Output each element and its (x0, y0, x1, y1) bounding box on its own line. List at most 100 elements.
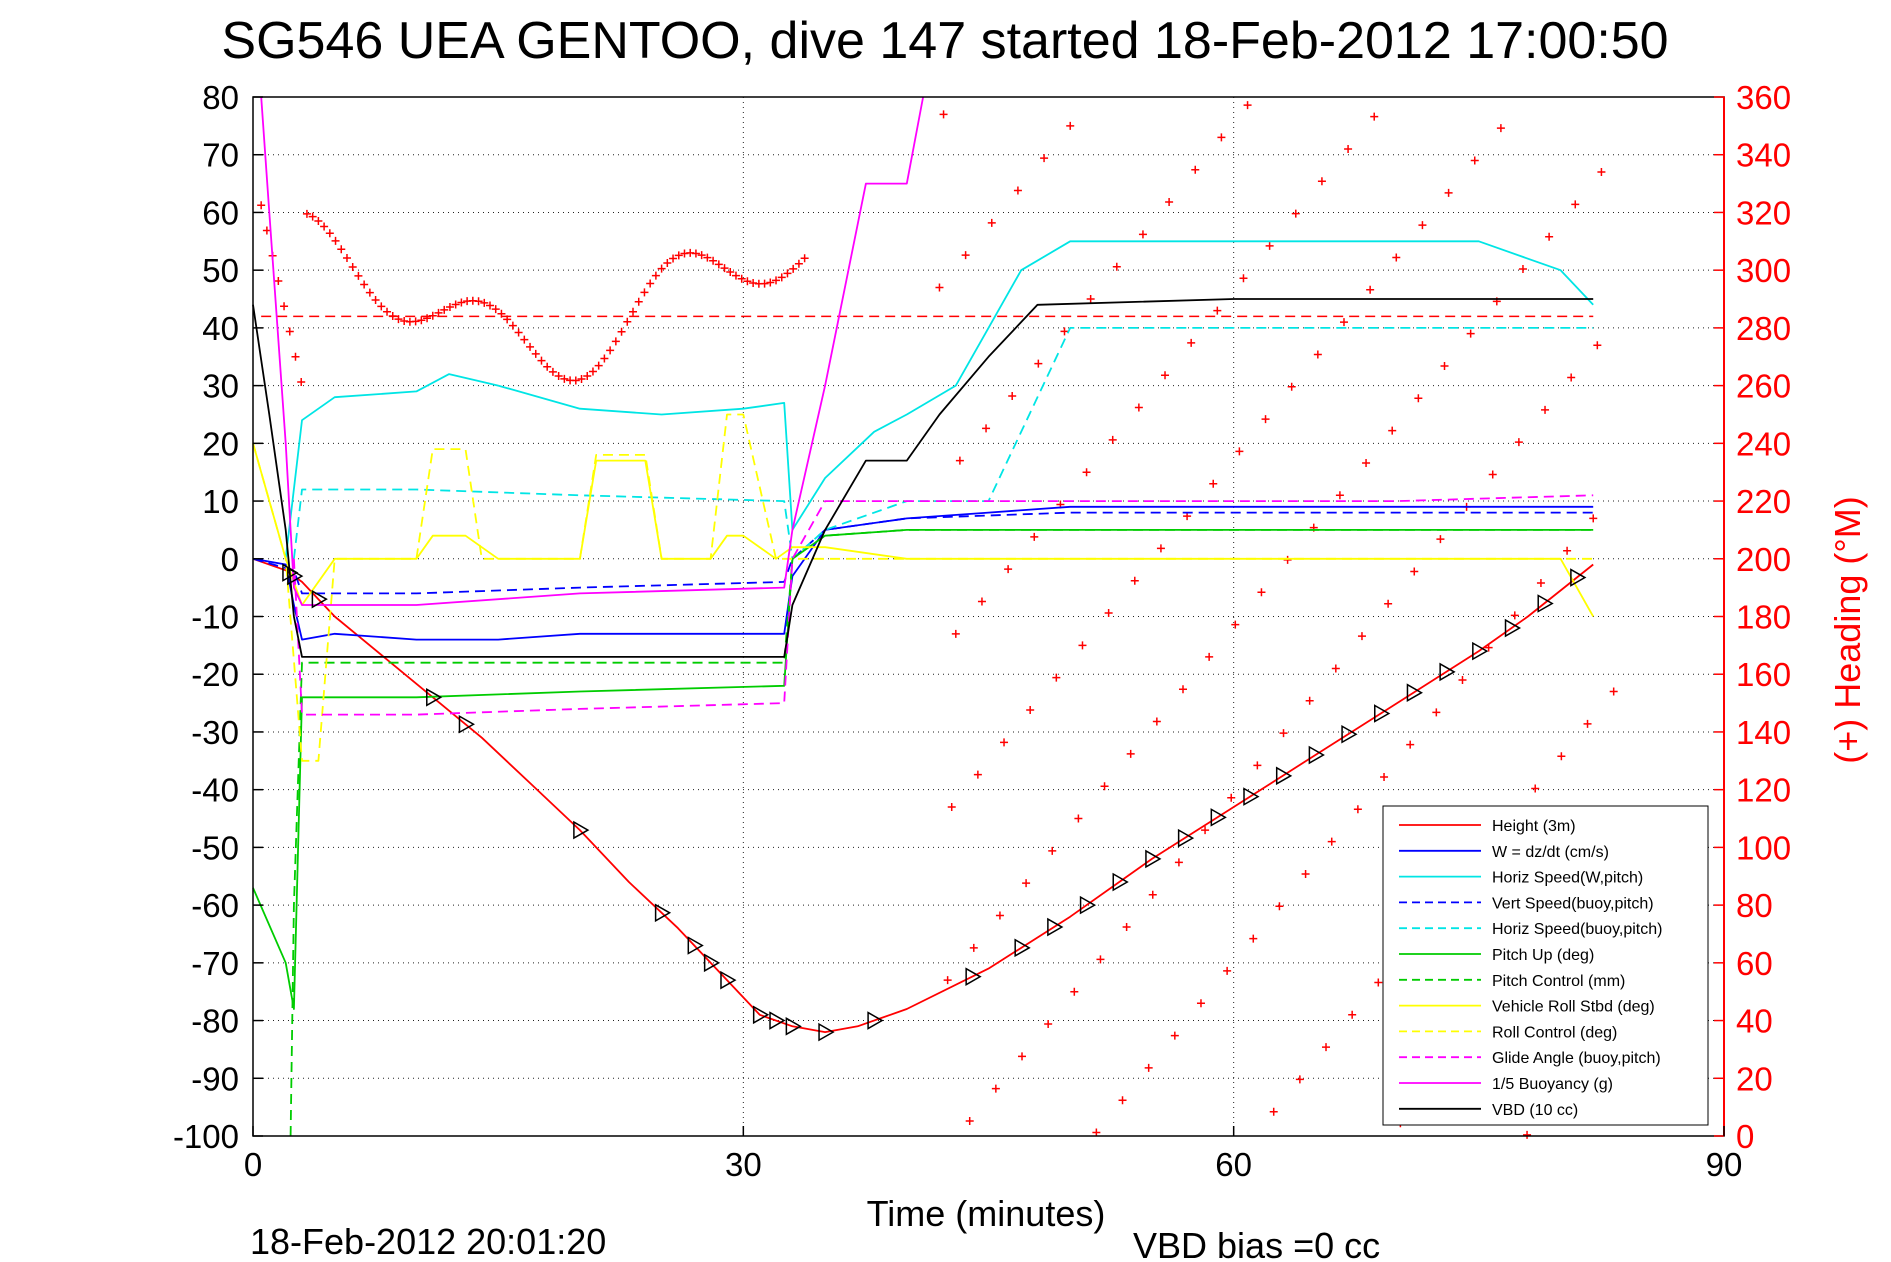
legend-label: Glide Angle (buoy,pitch) (1492, 1050, 1661, 1067)
height-marker (1275, 766, 1293, 786)
heading-marker (995, 911, 1004, 920)
heading-marker (1174, 858, 1183, 867)
height-marker (1406, 683, 1423, 702)
heading-marker (1466, 329, 1475, 338)
height-marker (703, 953, 721, 973)
heading-marker (651, 271, 660, 280)
heading-marker (577, 374, 586, 383)
y-right-tick-label: 60 (1736, 945, 1773, 982)
heading-marker (1571, 200, 1580, 209)
y-right-tick-label: 80 (1736, 887, 1773, 924)
heading-marker (703, 253, 712, 262)
heading-marker (1213, 306, 1222, 315)
y-tick-label: 10 (202, 483, 239, 520)
heading-marker (342, 253, 351, 262)
height-marker (1570, 568, 1587, 587)
heading-marker (1130, 576, 1139, 585)
y-tick-label: -50 (191, 829, 239, 866)
y-right-tick-label: 40 (1736, 1003, 1773, 1040)
heading-marker (1082, 468, 1091, 477)
series-line-1-5-buoyancy-g (260, 96, 924, 606)
height-marker (1112, 872, 1129, 892)
heading-marker (1357, 632, 1366, 641)
heading-marker (1022, 879, 1031, 888)
height-marker (1243, 787, 1260, 806)
y-right-tick-label: 140 (1736, 714, 1791, 751)
heading-marker (1353, 805, 1362, 814)
heading-marker (1287, 382, 1296, 391)
heading-marker (451, 300, 460, 309)
heading-marker (1410, 567, 1419, 576)
legend-label: W = dz/dt (cm/s) (1492, 844, 1609, 861)
heading-marker (1239, 274, 1248, 283)
heading-layer (257, 101, 1618, 1139)
heading-marker (961, 251, 970, 260)
height-marker (769, 1011, 786, 1030)
heading-marker (320, 222, 329, 231)
chart-title: SG546 UEA GENTOO, dive 147 started 18-Fe… (221, 12, 1668, 70)
heading-marker (1052, 673, 1061, 682)
heading-marker (1536, 579, 1545, 588)
height-marker (1047, 917, 1064, 937)
heading-marker (1291, 209, 1300, 218)
heading-marker (434, 308, 443, 317)
heading-marker (1196, 999, 1205, 1008)
heading-marker (1344, 144, 1353, 153)
series-line-vert-speed-buoy-pitch (252, 511, 1594, 595)
heading-marker (554, 372, 563, 381)
footer-timestamp: 18-Feb-2012 20:01:20 (250, 1221, 606, 1262)
heading-marker (337, 245, 346, 254)
heading-marker (1008, 392, 1017, 401)
heading-marker (1134, 403, 1143, 412)
heading-marker (428, 311, 437, 320)
heading-marker (383, 307, 392, 316)
heading-marker (1191, 165, 1200, 174)
heading-marker (514, 328, 523, 337)
heading-marker (1209, 479, 1218, 488)
heading-marker (1018, 1052, 1027, 1061)
heading-marker (760, 279, 769, 288)
heading-marker (445, 303, 454, 312)
heading-marker (800, 254, 809, 263)
heading-marker (1593, 341, 1602, 350)
heading-marker (1201, 826, 1210, 835)
heading-marker (1060, 327, 1069, 336)
heading-marker (789, 264, 798, 273)
heading-marker (1335, 491, 1344, 500)
y-axis-right-label: (+) Heading (°M) (1827, 496, 1868, 763)
heading-marker (1269, 1107, 1278, 1116)
heading-marker (1362, 458, 1371, 467)
heading-marker (543, 362, 552, 371)
y-right-tick-label: 160 (1736, 656, 1791, 693)
heading-marker (1275, 902, 1284, 911)
heading-marker (1257, 588, 1266, 597)
y-tick-label: -100 (173, 1118, 239, 1155)
heading-marker (1518, 265, 1527, 274)
y-tick-label: 60 (202, 194, 239, 231)
heading-marker (611, 337, 620, 346)
heading-marker (1030, 532, 1039, 541)
series-line-horiz-speed-w-pitch (284, 240, 1594, 559)
height-marker (720, 970, 737, 990)
heading-marker (1370, 112, 1379, 121)
heading-marker (1066, 121, 1075, 130)
heading-marker (1000, 738, 1009, 747)
footer-vbd-bias: VBD bias =0 cc (1133, 1225, 1380, 1262)
heading-marker (1138, 230, 1147, 239)
heading-marker (302, 209, 311, 218)
heading-marker (646, 279, 655, 288)
heading-marker (417, 316, 426, 325)
x-axis-label: Time (minutes) (867, 1193, 1106, 1234)
heading-marker (772, 276, 781, 285)
heading-marker (1374, 978, 1383, 987)
heading-marker (1301, 869, 1310, 878)
heading-marker (749, 278, 758, 287)
heading-marker (1265, 241, 1274, 250)
heading-marker (285, 327, 294, 336)
heading-marker (1152, 717, 1161, 726)
height-marker (965, 967, 982, 986)
y-tick-label: -10 (191, 599, 239, 636)
heading-marker (1406, 740, 1415, 749)
heading-marker (1313, 350, 1322, 359)
